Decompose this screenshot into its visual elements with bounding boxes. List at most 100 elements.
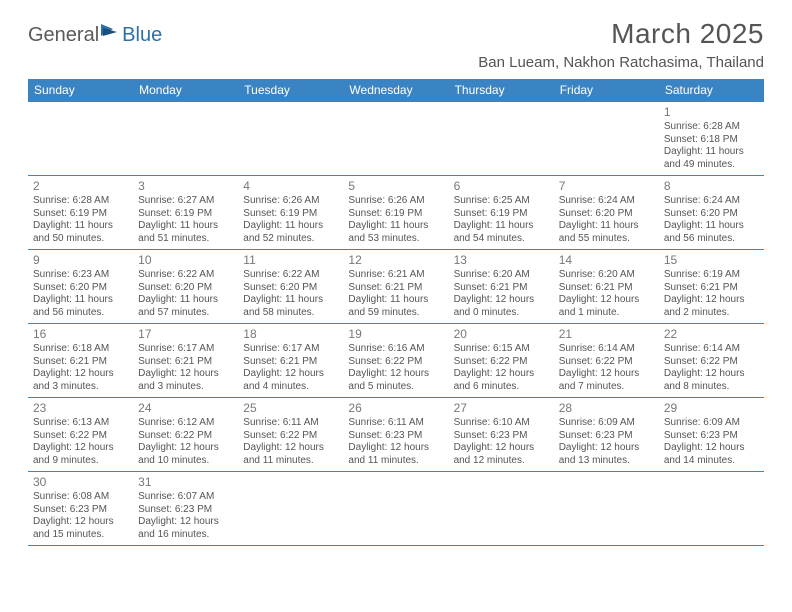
- calendar-cell: 23Sunrise: 6:13 AMSunset: 6:22 PMDayligh…: [28, 398, 133, 471]
- sunrise-text: Sunrise: 6:14 AM: [664, 343, 759, 356]
- day-number: 16: [33, 327, 128, 342]
- weekday-header: Sunday: [28, 79, 133, 102]
- sunrise-text: Sunrise: 6:20 AM: [454, 269, 549, 282]
- day-number: 7: [559, 179, 654, 194]
- calendar-cell: 9Sunrise: 6:23 AMSunset: 6:20 PMDaylight…: [28, 250, 133, 323]
- calendar-cell: 16Sunrise: 6:18 AMSunset: 6:21 PMDayligh…: [28, 324, 133, 397]
- sunrise-text: Sunrise: 6:07 AM: [138, 491, 233, 504]
- calendar-cell-empty: [133, 102, 238, 175]
- daylight-text: Daylight: 11 hours and 51 minutes.: [138, 220, 233, 245]
- daylight-text: Daylight: 12 hours and 13 minutes.: [559, 442, 654, 467]
- sunset-text: Sunset: 6:21 PM: [138, 356, 233, 369]
- sunset-text: Sunset: 6:22 PM: [33, 430, 128, 443]
- daylight-text: Daylight: 12 hours and 11 minutes.: [348, 442, 443, 467]
- sunrise-text: Sunrise: 6:23 AM: [33, 269, 128, 282]
- calendar-cell-empty: [238, 472, 343, 545]
- sunrise-text: Sunrise: 6:21 AM: [348, 269, 443, 282]
- daylight-text: Daylight: 12 hours and 1 minute.: [559, 294, 654, 319]
- day-number: 15: [664, 253, 759, 268]
- day-number: 30: [33, 475, 128, 490]
- daylight-text: Daylight: 11 hours and 59 minutes.: [348, 294, 443, 319]
- sunset-text: Sunset: 6:23 PM: [664, 430, 759, 443]
- month-title: March 2025: [478, 18, 764, 50]
- sunrise-text: Sunrise: 6:11 AM: [243, 417, 338, 430]
- day-number: 11: [243, 253, 338, 268]
- sunset-text: Sunset: 6:21 PM: [348, 282, 443, 295]
- calendar-cell: 1Sunrise: 6:28 AMSunset: 6:18 PMDaylight…: [659, 102, 764, 175]
- sunrise-text: Sunrise: 6:26 AM: [348, 195, 443, 208]
- brand-logo: General Blue: [28, 24, 162, 47]
- calendar-cell: 4Sunrise: 6:26 AMSunset: 6:19 PMDaylight…: [238, 176, 343, 249]
- calendar-cell: 17Sunrise: 6:17 AMSunset: 6:21 PMDayligh…: [133, 324, 238, 397]
- sunrise-text: Sunrise: 6:18 AM: [33, 343, 128, 356]
- sunset-text: Sunset: 6:21 PM: [559, 282, 654, 295]
- calendar-header-row: Sunday Monday Tuesday Wednesday Thursday…: [28, 79, 764, 102]
- sunrise-text: Sunrise: 6:14 AM: [559, 343, 654, 356]
- calendar-cell: 29Sunrise: 6:09 AMSunset: 6:23 PMDayligh…: [659, 398, 764, 471]
- brand-part2: Blue: [122, 24, 162, 47]
- sunset-text: Sunset: 6:19 PM: [33, 208, 128, 221]
- sunrise-text: Sunrise: 6:26 AM: [243, 195, 338, 208]
- daylight-text: Daylight: 11 hours and 52 minutes.: [243, 220, 338, 245]
- sunset-text: Sunset: 6:21 PM: [664, 282, 759, 295]
- calendar-cell-empty: [659, 472, 764, 545]
- calendar-row: 2Sunrise: 6:28 AMSunset: 6:19 PMDaylight…: [28, 176, 764, 250]
- sunset-text: Sunset: 6:23 PM: [348, 430, 443, 443]
- sunset-text: Sunset: 6:22 PM: [664, 356, 759, 369]
- day-number: 20: [454, 327, 549, 342]
- day-number: 17: [138, 327, 233, 342]
- weekday-header: Monday: [133, 79, 238, 102]
- daylight-text: Daylight: 12 hours and 3 minutes.: [33, 368, 128, 393]
- sunset-text: Sunset: 6:23 PM: [138, 504, 233, 517]
- daylight-text: Daylight: 12 hours and 9 minutes.: [33, 442, 128, 467]
- sunset-text: Sunset: 6:23 PM: [559, 430, 654, 443]
- calendar-cell-empty: [343, 102, 448, 175]
- day-number: 14: [559, 253, 654, 268]
- page-header: General Blue March 2025 Ban Lueam, Nakho…: [28, 18, 764, 71]
- daylight-text: Daylight: 11 hours and 50 minutes.: [33, 220, 128, 245]
- sunrise-text: Sunrise: 6:09 AM: [664, 417, 759, 430]
- sunset-text: Sunset: 6:21 PM: [33, 356, 128, 369]
- sunset-text: Sunset: 6:19 PM: [243, 208, 338, 221]
- sunset-text: Sunset: 6:22 PM: [138, 430, 233, 443]
- calendar-cell: 19Sunrise: 6:16 AMSunset: 6:22 PMDayligh…: [343, 324, 448, 397]
- day-number: 5: [348, 179, 443, 194]
- calendar-cell: 15Sunrise: 6:19 AMSunset: 6:21 PMDayligh…: [659, 250, 764, 323]
- day-number: 3: [138, 179, 233, 194]
- sunset-text: Sunset: 6:22 PM: [348, 356, 443, 369]
- daylight-text: Daylight: 11 hours and 49 minutes.: [664, 146, 759, 171]
- daylight-text: Daylight: 12 hours and 12 minutes.: [454, 442, 549, 467]
- location-text: Ban Lueam, Nakhon Ratchasima, Thailand: [478, 54, 764, 71]
- calendar-cell: 2Sunrise: 6:28 AMSunset: 6:19 PMDaylight…: [28, 176, 133, 249]
- daylight-text: Daylight: 12 hours and 4 minutes.: [243, 368, 338, 393]
- weekday-header: Tuesday: [238, 79, 343, 102]
- calendar-cell: 11Sunrise: 6:22 AMSunset: 6:20 PMDayligh…: [238, 250, 343, 323]
- day-number: 25: [243, 401, 338, 416]
- calendar-cell-empty: [554, 102, 659, 175]
- calendar-row: 16Sunrise: 6:18 AMSunset: 6:21 PMDayligh…: [28, 324, 764, 398]
- calendar-cell-empty: [449, 102, 554, 175]
- calendar-cell-empty: [28, 102, 133, 175]
- calendar-row: 23Sunrise: 6:13 AMSunset: 6:22 PMDayligh…: [28, 398, 764, 472]
- day-number: 29: [664, 401, 759, 416]
- sunset-text: Sunset: 6:21 PM: [454, 282, 549, 295]
- sunset-text: Sunset: 6:20 PM: [138, 282, 233, 295]
- sunset-text: Sunset: 6:23 PM: [33, 504, 128, 517]
- day-number: 27: [454, 401, 549, 416]
- calendar-cell: 24Sunrise: 6:12 AMSunset: 6:22 PMDayligh…: [133, 398, 238, 471]
- sunrise-text: Sunrise: 6:08 AM: [33, 491, 128, 504]
- calendar-cell: 10Sunrise: 6:22 AMSunset: 6:20 PMDayligh…: [133, 250, 238, 323]
- sunrise-text: Sunrise: 6:17 AM: [243, 343, 338, 356]
- calendar-cell: 12Sunrise: 6:21 AMSunset: 6:21 PMDayligh…: [343, 250, 448, 323]
- daylight-text: Daylight: 12 hours and 16 minutes.: [138, 516, 233, 541]
- calendar-cell: 13Sunrise: 6:20 AMSunset: 6:21 PMDayligh…: [449, 250, 554, 323]
- daylight-text: Daylight: 12 hours and 2 minutes.: [664, 294, 759, 319]
- weekday-header: Friday: [554, 79, 659, 102]
- daylight-text: Daylight: 11 hours and 58 minutes.: [243, 294, 338, 319]
- sunrise-text: Sunrise: 6:24 AM: [664, 195, 759, 208]
- calendar-cell-empty: [238, 102, 343, 175]
- daylight-text: Daylight: 11 hours and 55 minutes.: [559, 220, 654, 245]
- calendar-row: 1Sunrise: 6:28 AMSunset: 6:18 PMDaylight…: [28, 102, 764, 176]
- flag-icon: [101, 21, 121, 44]
- sunrise-text: Sunrise: 6:09 AM: [559, 417, 654, 430]
